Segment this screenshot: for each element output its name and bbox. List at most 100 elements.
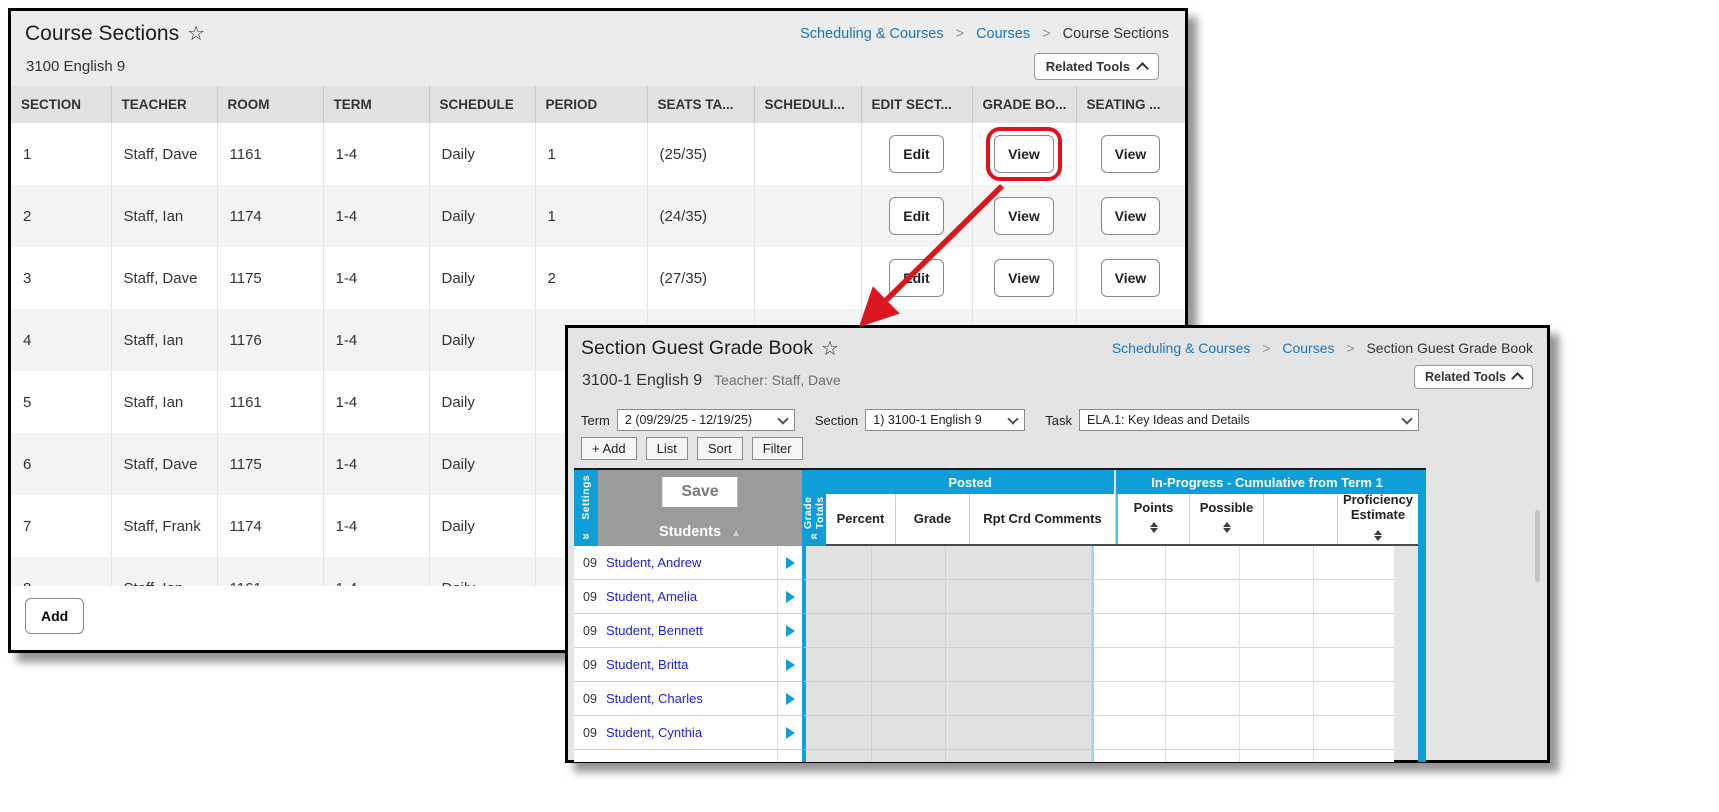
cell-room: 1161	[217, 557, 324, 586]
edit-section-button[interactable]: Edit	[889, 259, 944, 297]
column-header-points[interactable]: Points	[1116, 494, 1190, 544]
blank-cell[interactable]	[1240, 648, 1314, 682]
grade-book-view-button[interactable]: View	[994, 259, 1054, 297]
blank-cell[interactable]	[1240, 682, 1314, 716]
proficiency-estimate-cell[interactable]	[1314, 648, 1394, 682]
cell-scheduling	[754, 185, 862, 247]
edit-section-button[interactable]: Edit	[889, 197, 944, 235]
sort-icon	[1374, 526, 1382, 545]
possible-cell[interactable]	[1166, 648, 1240, 682]
student-name-link[interactable]: Student, Andrew	[606, 555, 702, 570]
possible-cell[interactable]	[1166, 716, 1240, 750]
student-name-link[interactable]: Student, Amelia	[606, 589, 698, 604]
cell-section: 4	[11, 309, 112, 371]
student-expand-button[interactable]	[777, 648, 802, 681]
cell-teacher: Staff, Ian	[111, 371, 218, 433]
filter-button[interactable]: Filter	[751, 437, 803, 460]
favorite-star-icon[interactable]: ☆	[820, 338, 839, 360]
add-section-button[interactable]: Add	[25, 598, 85, 634]
cell-teacher: Staff, Dave	[111, 247, 218, 309]
column-header-proficiency-estimate[interactable]: Proficiency Estimate	[1338, 492, 1418, 545]
points-cell[interactable]	[1092, 716, 1166, 750]
cell-period: 2	[535, 247, 648, 309]
student-cell: 09 Student, Bennett	[574, 614, 802, 648]
column-header-possible[interactable]: Possible	[1190, 494, 1264, 544]
proficiency-estimate-cell[interactable]	[1314, 546, 1394, 580]
student-name-link[interactable]: Student, Charles	[606, 691, 703, 706]
students-header-text: Students	[659, 524, 722, 540]
seating-view-button[interactable]: View	[1100, 197, 1161, 235]
student-name-link[interactable]: Student, Cynthia	[606, 725, 703, 740]
breadcrumb-courses[interactable]: Courses	[1282, 340, 1335, 356]
student-expand-button[interactable]	[777, 682, 802, 715]
edit-section-button[interactable]: Edit	[889, 135, 944, 173]
grid-right-edge-bar	[1418, 470, 1426, 762]
task-select[interactable]: ELA.1: Key Ideas and Details	[1079, 409, 1419, 431]
student-name-link[interactable]: Student, Bennett	[606, 623, 703, 638]
blank-cell	[1240, 750, 1314, 762]
related-tools-button[interactable]: Related Tools	[1413, 365, 1533, 389]
possible-cell[interactable]	[1166, 580, 1240, 614]
save-button[interactable]: Save	[662, 477, 738, 507]
proficiency-estimate-cell[interactable]	[1314, 682, 1394, 716]
in-progress-band-header: In-Progress - Cumulative from Term 1	[1116, 470, 1418, 494]
section-select-value: 1) 3100-1 English 9	[873, 413, 982, 427]
student-expand-button[interactable]	[777, 614, 802, 647]
breadcrumb-current: Section Guest Grade Book	[1366, 340, 1533, 356]
student-name-link[interactable]: Student, Britta	[606, 657, 689, 672]
cell-section: 5	[11, 371, 112, 433]
column-header-percent: Percent	[826, 494, 896, 544]
related-tools-button[interactable]: Related Tools	[1033, 53, 1159, 80]
blank-cell[interactable]	[1240, 546, 1314, 580]
seating-view-button[interactable]: View	[1100, 259, 1161, 297]
table-row: 1 Staff, Dave 1161 1-4 Daily 1 (25/35) E…	[11, 123, 1185, 185]
section-select[interactable]: 1) 3100-1 English 9	[865, 409, 1026, 431]
section-teacher: Teacher: Staff, Dave	[714, 372, 841, 388]
students-column-header[interactable]: Students ▲	[598, 524, 802, 540]
play-arrow-icon	[785, 556, 795, 569]
breadcrumb-scheduling-courses[interactable]: Scheduling & Courses	[1111, 340, 1251, 356]
play-arrow-icon	[785, 624, 795, 637]
collapse-left-icon: «	[810, 528, 818, 543]
list-button[interactable]: List	[645, 437, 688, 460]
blank-cell[interactable]	[1240, 716, 1314, 750]
possible-cell[interactable]	[1166, 682, 1240, 716]
sort-button[interactable]: Sort	[696, 437, 743, 460]
term-select[interactable]: 2 (09/29/25 - 12/19/25)	[616, 409, 795, 431]
vertical-scrollbar-thumb[interactable]	[1535, 510, 1540, 582]
points-cell[interactable]	[1092, 682, 1166, 716]
blank-cell[interactable]	[1240, 614, 1314, 648]
breadcrumb-courses[interactable]: Courses	[976, 26, 1031, 42]
possible-cell[interactable]	[1166, 546, 1240, 580]
section-subtitle: 3100-1 English 9 Teacher: Staff, Dave	[582, 372, 841, 390]
table-row: 2 Staff, Ian 1174 1-4 Daily 1 (24/35) Ed…	[11, 185, 1185, 247]
possible-cell[interactable]	[1166, 614, 1240, 648]
cell-term: 1-4	[323, 557, 430, 586]
grade-book-view-button[interactable]: View	[994, 197, 1054, 235]
points-cell[interactable]	[1092, 580, 1166, 614]
proficiency-estimate-cell[interactable]	[1314, 614, 1394, 648]
proficiency-estimate-cell[interactable]	[1314, 580, 1394, 614]
student-row: 09 Student, Andrew	[574, 546, 1426, 580]
cell-term: 1-4	[323, 123, 430, 185]
settings-panel-toggle[interactable]: Settings »	[574, 470, 598, 546]
proficiency-estimate-cell[interactable]	[1314, 716, 1394, 750]
student-expand-button[interactable]	[777, 580, 802, 613]
seating-view-button[interactable]: View	[1100, 135, 1161, 173]
blank-cell[interactable]	[1240, 580, 1314, 614]
student-expand-button[interactable]	[777, 546, 802, 579]
add-button[interactable]: + Add	[581, 437, 637, 460]
breadcrumb-scheduling-courses[interactable]: Scheduling & Courses	[800, 26, 944, 42]
task-select-value: ELA.1: Key Ideas and Details	[1087, 413, 1250, 427]
points-cell[interactable]	[1092, 614, 1166, 648]
student-expand-button[interactable]	[777, 716, 802, 749]
posted-comments-cell	[946, 716, 1092, 750]
points-cell[interactable]	[1092, 546, 1166, 580]
breadcrumb-current: Course Sections	[1062, 26, 1169, 42]
grade-book-view-button-highlighted[interactable]: View	[986, 127, 1062, 181]
posted-percent-cell	[802, 682, 872, 716]
grade-totals-panel-toggle[interactable]: Grade Totals «	[802, 470, 826, 546]
cell-teacher: Staff, Ian	[111, 557, 218, 586]
favorite-star-icon[interactable]: ☆	[187, 23, 206, 45]
points-cell[interactable]	[1092, 648, 1166, 682]
